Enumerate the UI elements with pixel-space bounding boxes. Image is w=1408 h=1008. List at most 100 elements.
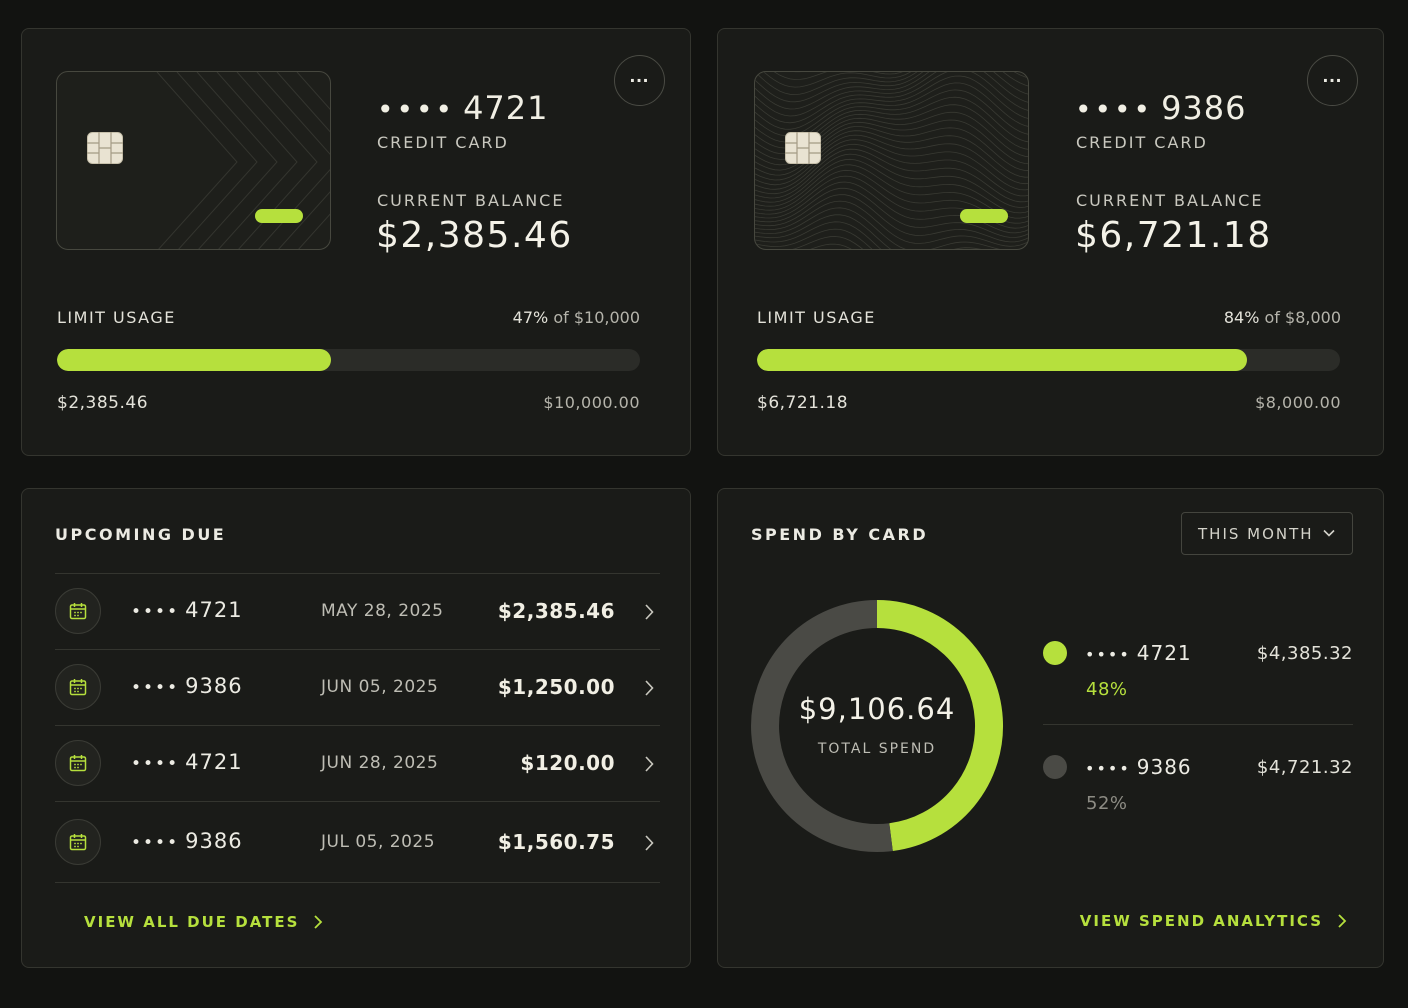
limit-used-amount: $6,721.18	[757, 393, 849, 413]
due-row[interactable]: •••• 9386 JUL 05, 2025 $1,560.75	[55, 802, 660, 883]
card-mask: ••••	[131, 833, 180, 853]
card-image	[754, 71, 1029, 250]
limit-usage-percent: 84% of $8,000	[1224, 308, 1341, 327]
card-type: CREDIT CARD	[377, 133, 509, 152]
card-mask: ••••	[131, 754, 180, 774]
limit-total-amount: $10,000.00	[543, 393, 640, 412]
balance-value: $6,721.18	[1075, 215, 1272, 256]
legend-amount: $4,385.32	[1256, 643, 1353, 664]
more-icon: ...	[1322, 65, 1343, 87]
card-image	[56, 71, 331, 250]
more-options-button[interactable]: ...	[1307, 55, 1358, 106]
limit-progress-bar	[757, 349, 1340, 371]
spend-by-card-panel: SPEND BY CARD THIS MONTH $9,106.64 TOTAL…	[717, 488, 1384, 968]
chevron-right-icon	[645, 835, 654, 851]
due-amount: $1,250.00	[497, 675, 615, 699]
link-label: VIEW ALL DUE DATES	[84, 913, 300, 931]
legend-card-number: •••• 4721	[1085, 641, 1192, 665]
legend-percent: 52%	[1086, 793, 1128, 814]
upcoming-due-panel: UPCOMING DUE •••• 4721 MAY 28, 2025 $2,38…	[21, 488, 691, 968]
usage-pct: 47%	[512, 308, 549, 327]
due-date: JUN 05, 2025	[321, 677, 439, 697]
card-mask: ••••	[377, 93, 456, 126]
due-list: •••• 4721 MAY 28, 2025 $2,385.46 •••• 9386…	[55, 573, 660, 883]
usage-of: of $8,000	[1264, 308, 1342, 327]
more-options-button[interactable]: ...	[614, 55, 665, 106]
limit-usage-percent: 47% of $10,000	[513, 308, 640, 327]
card-type: CREDIT CARD	[1076, 133, 1208, 152]
donut-segment-9386	[751, 600, 893, 852]
usage-of: of $10,000	[553, 308, 640, 327]
card-mask: ••••	[1085, 759, 1131, 778]
chevron-right-icon	[645, 680, 654, 696]
chip-icon	[785, 132, 821, 164]
card-last4: 4721	[463, 89, 549, 127]
period-select[interactable]: THIS MONTH	[1181, 512, 1353, 555]
limit-total-amount: $8,000.00	[1255, 393, 1341, 412]
due-row[interactable]: •••• 4721 MAY 28, 2025 $2,385.46	[55, 574, 660, 650]
due-card-number: •••• 4721	[131, 598, 243, 622]
chevron-right-icon	[645, 756, 654, 772]
limit-progress-fill	[57, 349, 331, 371]
chevron-right-icon	[645, 604, 654, 620]
more-icon: ...	[629, 65, 650, 87]
total-spend-value: $9,106.64	[798, 692, 956, 726]
calendar-icon	[55, 740, 101, 786]
legend-amount: $4,721.32	[1256, 757, 1353, 778]
legend-swatch	[1043, 641, 1067, 665]
card-last4: 9386	[185, 829, 243, 853]
legend-divider	[1043, 724, 1353, 725]
card-mask: ••••	[1085, 645, 1131, 664]
due-row[interactable]: •••• 4721 JUN 28, 2025 $120.00	[55, 726, 660, 802]
due-date: MAY 28, 2025	[321, 601, 444, 621]
legend-swatch	[1043, 755, 1067, 779]
card-number: •••• 9386	[1075, 89, 1247, 127]
due-card-number: •••• 9386	[131, 674, 243, 698]
balance-label: CURRENT BALANCE	[1076, 191, 1264, 210]
calendar-icon	[55, 588, 101, 634]
card-last4: 4721	[185, 598, 243, 622]
due-row[interactable]: •••• 9386 JUN 05, 2025 $1,250.00	[55, 650, 660, 726]
chip-icon	[87, 132, 123, 164]
card-mask: ••••	[131, 602, 180, 622]
limit-used-amount: $2,385.46	[57, 393, 149, 413]
limit-usage-label: LIMIT USAGE	[757, 308, 876, 327]
due-amount: $2,385.46	[497, 599, 615, 623]
legend-percent: 48%	[1086, 679, 1128, 700]
card-last4: 4721	[1136, 641, 1192, 665]
card-panel-9386: ... •••• 9386 CREDIT CARD CURRENT BALANCE…	[717, 28, 1384, 456]
card-last4: 9386	[1161, 89, 1247, 127]
card-pattern	[755, 72, 1028, 249]
limit-progress-bar	[57, 349, 640, 371]
due-card-number: •••• 9386	[131, 829, 243, 853]
donut-segment-4721	[876, 600, 1003, 852]
card-mask: ••••	[1075, 93, 1154, 126]
card-mask: ••••	[131, 678, 180, 698]
limit-progress-fill	[757, 349, 1247, 371]
balance-value: $2,385.46	[376, 215, 573, 256]
limit-usage-label: LIMIT USAGE	[57, 308, 176, 327]
calendar-icon	[55, 819, 101, 865]
panel-title: UPCOMING DUE	[55, 525, 227, 544]
chevron-right-icon	[1338, 914, 1347, 928]
card-panel-4721: ... •••• 4721 CREDIT CARD CURRENT BALANCE…	[21, 28, 691, 456]
link-label: VIEW SPEND ANALYTICS	[1079, 912, 1323, 930]
chevron-down-icon	[1323, 529, 1335, 537]
card-last4: 9386	[185, 674, 243, 698]
card-accent-bar	[960, 209, 1008, 223]
due-card-number: •••• 4721	[131, 750, 243, 774]
spend-donut-chart	[751, 600, 1003, 852]
due-date: JUN 28, 2025	[321, 753, 439, 773]
balance-label: CURRENT BALANCE	[377, 191, 565, 210]
due-amount: $1,560.75	[497, 830, 615, 854]
legend-card-number: •••• 9386	[1085, 755, 1192, 779]
due-date: JUL 05, 2025	[321, 832, 436, 852]
total-spend-label: TOTAL SPEND	[817, 741, 937, 757]
view-spend-analytics-link[interactable]: VIEW SPEND ANALYTICS	[1080, 912, 1347, 930]
view-all-due-dates-link[interactable]: VIEW ALL DUE DATES	[84, 913, 323, 931]
usage-pct: 84%	[1223, 308, 1260, 327]
card-accent-bar	[255, 209, 303, 223]
card-last4: 9386	[1136, 755, 1192, 779]
due-amount: $120.00	[520, 751, 615, 775]
panel-title: SPEND BY CARD	[751, 525, 929, 544]
